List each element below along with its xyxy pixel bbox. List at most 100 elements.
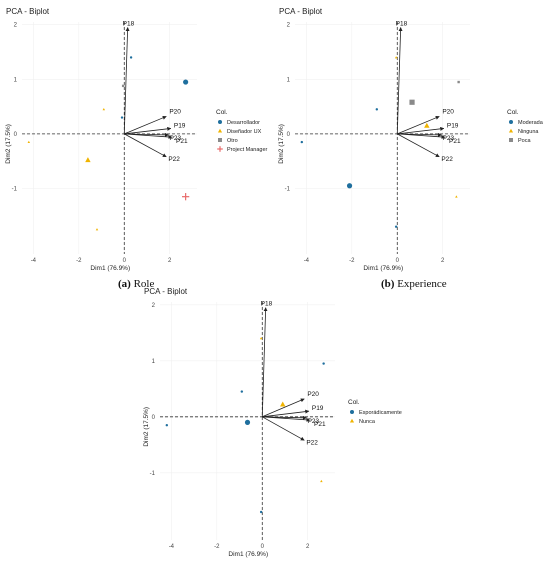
panel-2-xtick: 0 <box>261 544 265 550</box>
panel-1-legend-title: Col. <box>507 109 519 116</box>
panel-0-vector-2 <box>124 126 172 135</box>
panel-2-ytick: 0 <box>152 415 156 421</box>
panel-2-vector-4 <box>262 416 311 422</box>
panel-2-ytick: 1 <box>152 359 156 365</box>
panel-2-legend-title: Col. <box>348 399 360 406</box>
panel-1-vector-label-5: P22 <box>441 156 453 163</box>
panel-2-point-0-1 <box>165 424 169 427</box>
panel-1-legend-label-1: Ninguna <box>518 129 539 135</box>
panel-0-legend-label-1: Diseñador UX <box>227 129 262 135</box>
panel-0-vector-5 <box>124 133 167 158</box>
panel-2-point-1-2 <box>259 337 263 340</box>
panel-2-vector-label-5: P22 <box>306 439 318 446</box>
panel-0-legend-title: Col. <box>216 109 228 116</box>
panel-2: PCA - Biplot -4 -2 0 2 -1 0 1 2 Dim1 (76.9%) Dim2 … <box>143 287 402 558</box>
panel-1-ylabel: Dim2 (17.5%) <box>278 124 285 164</box>
panel-1-legend-key-2 <box>509 138 513 142</box>
panel-1-vector-4 <box>397 133 446 139</box>
panel-0-legend-label-3: Project Manager <box>227 147 268 153</box>
panel-2-vector-label-1: P20 <box>307 391 319 398</box>
panel-1-legend-key-1 <box>508 128 514 133</box>
panel-0-xtick: -4 <box>31 258 37 264</box>
panel-2-xtick: 2 <box>306 544 310 550</box>
panel-0-xtick: 2 <box>168 258 172 264</box>
panel-1-point-0-0 <box>346 183 353 189</box>
panel-2-xtick: -2 <box>214 544 220 550</box>
panel-0-legend-key-3 <box>217 146 223 152</box>
panel-0-xlabel: Dim1 (76.9%) <box>90 265 130 272</box>
panel-1-point-1-0 <box>424 122 430 128</box>
panel-0-ytick: 1 <box>14 77 18 83</box>
panel-0-vector-0 <box>123 27 130 134</box>
panel-0-point-2-0 <box>121 84 125 88</box>
panel-1-point-2-1 <box>457 80 460 84</box>
panel-2-vector-label-0: P18 <box>261 301 273 308</box>
panel-2-vector-label-3: P23 <box>308 418 320 425</box>
panel-0-ytick: -1 <box>12 186 18 192</box>
panel-1-ytick: 2 <box>287 23 291 29</box>
panel-2-point-0-2 <box>259 510 263 514</box>
panel-0-xtick: -2 <box>76 258 82 264</box>
panel-2-vector-1 <box>262 398 305 418</box>
panel-1-vector-label-4: P21 <box>449 138 461 145</box>
panel-2-xtick: -4 <box>169 544 175 550</box>
panel-0-vector-label-3: P23 <box>170 135 182 142</box>
panel-0-legend: Col. Desarrollador Diseñador UX Otro Project… <box>216 109 268 153</box>
panel-1-vector-5 <box>397 133 440 158</box>
panel-2-legend-key-0 <box>350 410 354 414</box>
panel-0-vector-4 <box>124 133 173 139</box>
panel-0-ylabel: Dim2 (17.5%) <box>5 124 12 164</box>
panel-0: PCA - Biplot -4 -2 0 2 -1 0 1 2 Dim1 (76.9%) Dim2 … <box>5 7 268 272</box>
panel-2-legend-key-1 <box>349 418 355 423</box>
panel-1-point-0-3 <box>375 108 379 111</box>
panel-1-xlabel: Dim1 (76.9%) <box>363 265 403 272</box>
panel-0-point-1-2 <box>27 140 31 144</box>
panel-1: PCA - Biplot -4 -2 0 2 -1 0 1 2 Dim1 (76.9%) Dim2 … <box>278 7 544 272</box>
panel-0-vector-label-2: P19 <box>174 122 186 129</box>
panel-1-title: PCA - Biplot <box>279 7 323 16</box>
panel-0-ytick: 0 <box>14 132 18 138</box>
panel-2-legend-label-1: Nunca <box>359 419 376 425</box>
panel-2-point-0-0 <box>244 419 251 425</box>
panel-2-legend: Col. Esporádicamente Nunca <box>348 399 402 425</box>
panel-1-ytick: 0 <box>287 132 291 138</box>
panel-0-point-0-0 <box>183 79 189 85</box>
panel-0-point-0-2 <box>120 116 124 119</box>
panel-0-point-0-1 <box>129 56 133 59</box>
panel-0-legend-key-0 <box>218 120 222 124</box>
panel-1-legend-key-0 <box>509 120 513 124</box>
panel-1-legend-label-0: Moderada <box>518 120 544 126</box>
panel-0-vector-label-4: P21 <box>176 138 188 145</box>
panel-0-point-1-0 <box>85 157 91 163</box>
panel-2-xlabel: Dim1 (76.9%) <box>228 551 268 558</box>
panel-1-point-0-1 <box>300 140 304 144</box>
panel-1-vector-label-1: P20 <box>442 108 454 115</box>
panel-1-vector-label-3: P23 <box>443 135 455 142</box>
panel-0-point-1-1 <box>102 107 106 111</box>
caption-b: (b) Experience <box>381 278 447 290</box>
panel-1-xtick: -2 <box>349 258 355 264</box>
panel-0-title: PCA - Biplot <box>6 7 50 16</box>
panel-0-ytick: 2 <box>14 23 18 29</box>
panel-0-legend-key-2 <box>218 138 222 142</box>
panel-1-ytick: -1 <box>285 186 291 192</box>
panel-1-legend: Col. Moderada Ninguna Poca <box>507 109 544 144</box>
panel-2-title: PCA - Biplot <box>144 287 188 296</box>
panel-1-ytick: 1 <box>287 77 291 83</box>
panel-1-point-2-0 <box>409 99 415 105</box>
panel-1-vector-label-2: P19 <box>447 122 459 129</box>
panel-2-legend-label-0: Esporádicamente <box>359 410 402 416</box>
panel-2-point-0-3 <box>240 390 244 393</box>
panel-1-xtick: 0 <box>396 258 400 264</box>
panel-0-vector-1 <box>124 115 167 135</box>
panel-1-vector-1 <box>397 115 440 135</box>
panel-0-point-3-0 <box>181 193 190 201</box>
panel-1-point-1-1 <box>455 195 458 198</box>
panel-1-legend-label-2: Poca <box>518 138 531 144</box>
caption-a: (a) Role <box>118 278 155 290</box>
panel-2-ylabel: Dim2 (17.5%) <box>143 407 150 447</box>
panel-0-legend-label-0: Desarrollador <box>227 120 260 126</box>
panel-1-vector-label-0: P18 <box>396 20 408 27</box>
panel-0-legend-key-1 <box>217 128 223 133</box>
